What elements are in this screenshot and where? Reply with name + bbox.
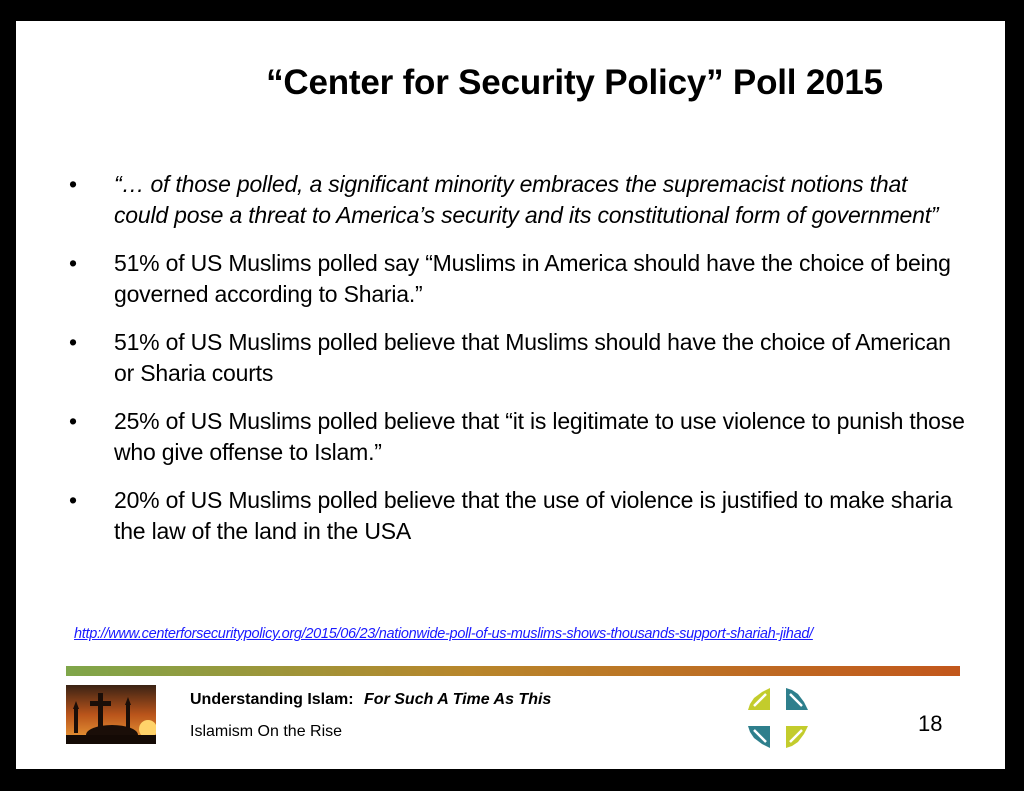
bullet-text: 51% of US Muslims polled believe that Mu…	[114, 329, 951, 386]
bullet-list: • “… of those polled, a significant mino…	[66, 169, 966, 564]
bullet-marker: •	[69, 487, 77, 513]
bullet-item: • 51% of US Muslims polled say “Muslims …	[66, 248, 966, 310]
page-number: 18	[918, 711, 943, 736]
bullet-marker: •	[69, 408, 77, 434]
bullet-text: “… of those polled, a significant minori…	[114, 171, 939, 228]
footer-divider	[66, 666, 960, 676]
slide: “Center for Security Policy” Poll 2015 •…	[16, 21, 1005, 769]
bullet-marker: •	[69, 171, 77, 197]
footer-subtitle: For Such A Time As This	[364, 691, 552, 708]
bullet-text: 20% of US Muslims polled believe that th…	[114, 487, 953, 544]
slide-title: “Center for Security Policy” Poll 2015	[266, 63, 883, 102]
source-link[interactable]: http://www.centerforsecuritypolicy.org/2…	[74, 626, 813, 642]
bullet-marker: •	[69, 250, 77, 276]
bullet-item: • “… of those polled, a significant mino…	[66, 169, 966, 231]
bullet-text: 51% of US Muslims polled say “Muslims in…	[114, 250, 951, 307]
footer-title: Understanding Islam: For Such A Time As …	[190, 691, 551, 709]
bullet-item: • 51% of US Muslims polled believe that …	[66, 327, 966, 389]
bullet-item: • 20% of US Muslims polled believe that …	[66, 485, 966, 547]
footer-title-text: Understanding Islam:	[190, 691, 354, 708]
bullet-item: • 25% of US Muslims polled believe that …	[66, 406, 966, 468]
footer-section: Islamism On the Rise	[190, 723, 343, 740]
bullet-marker: •	[69, 329, 77, 355]
sunset-cross-minaret-image	[66, 685, 156, 744]
cross-logo-icon	[743, 683, 813, 753]
bullet-text: 25% of US Muslims polled believe that “i…	[114, 408, 965, 465]
